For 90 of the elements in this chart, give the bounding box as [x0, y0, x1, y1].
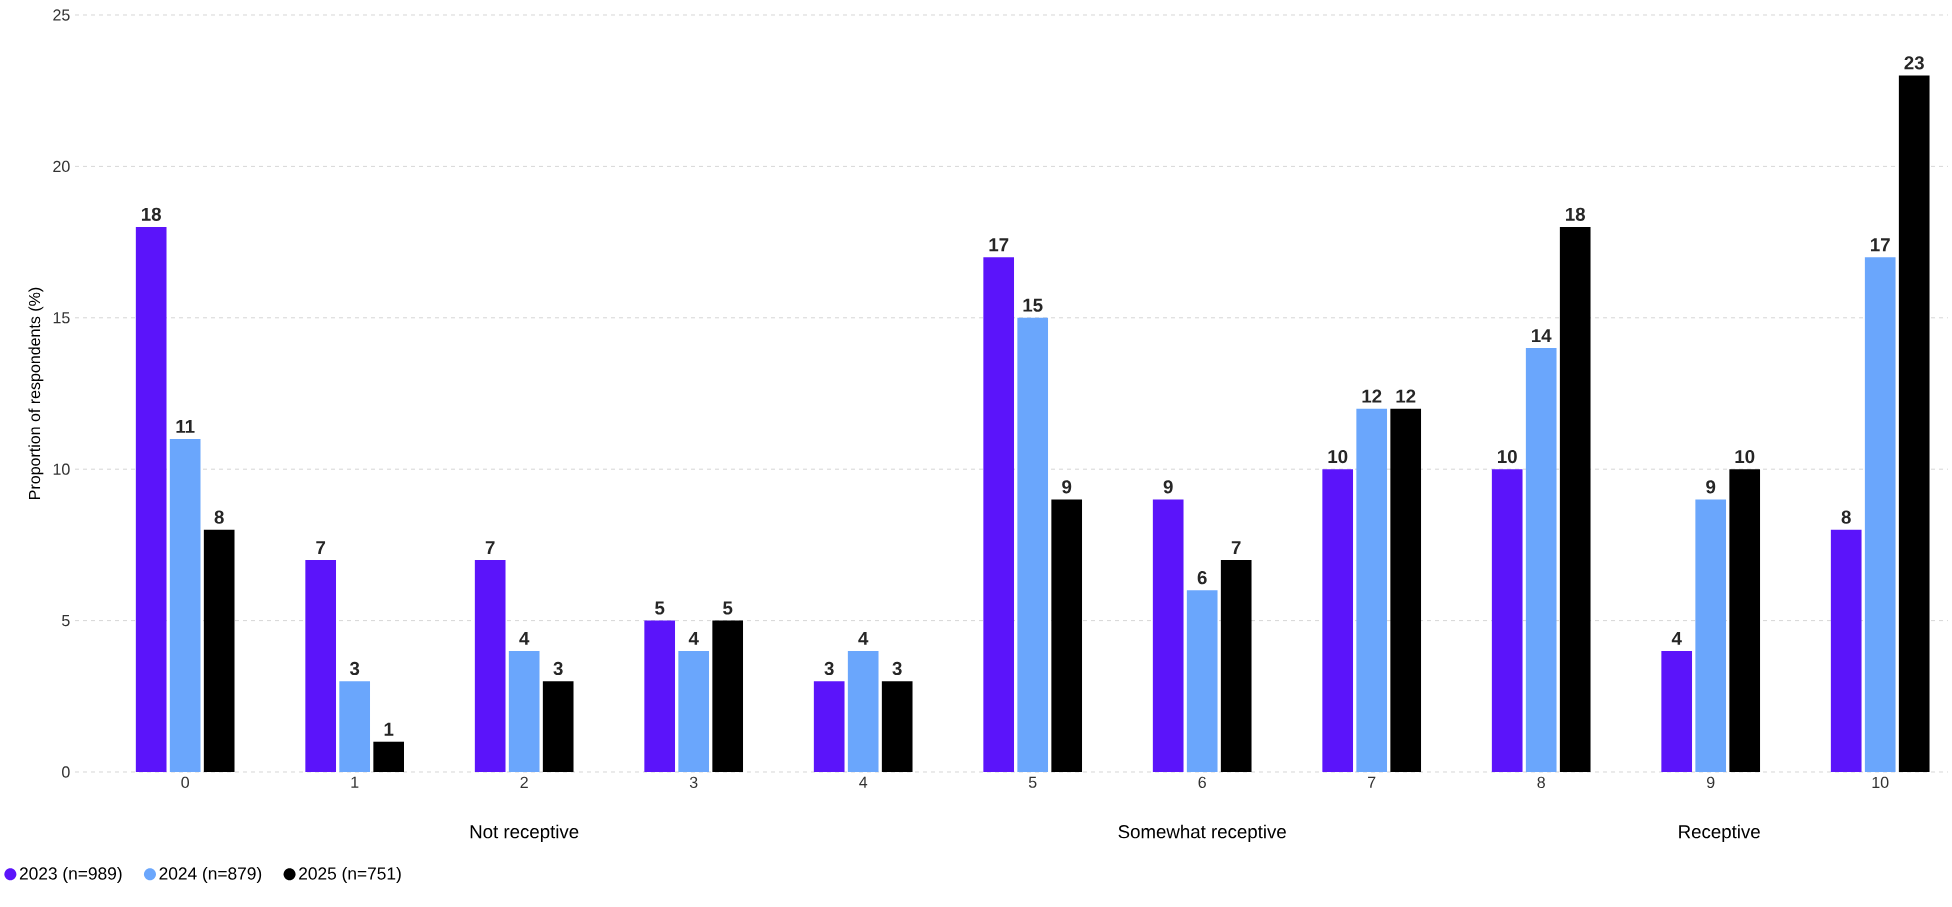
bar: [712, 620, 744, 772]
data-label: 3: [892, 661, 902, 676]
bar: [1695, 499, 1727, 772]
bar: [678, 650, 710, 772]
x-tick-label: 9: [1707, 776, 1715, 789]
bar: [847, 650, 879, 772]
data-label: 11: [176, 420, 195, 433]
bar: [474, 560, 506, 772]
y-tick-label: 10: [53, 463, 70, 475]
data-label: 5: [655, 601, 665, 615]
bar: [1898, 75, 1930, 772]
data-label: 1: [384, 722, 394, 736]
bar: [169, 438, 201, 772]
bar: [1017, 317, 1049, 772]
data-label: 17: [1870, 238, 1890, 252]
x-tick-label: 8: [1537, 776, 1545, 789]
x-tick-label: 1: [351, 776, 359, 788]
data-label: 7: [1231, 541, 1241, 554]
data-label: 6: [1197, 571, 1207, 585]
data-label: 3: [824, 661, 834, 676]
bar: [1152, 499, 1184, 772]
data-label: 10: [1735, 449, 1755, 464]
data-label: 8: [214, 510, 224, 524]
data-label: 9: [1706, 480, 1716, 494]
legend-label: 2024 (n=879): [159, 866, 262, 884]
x-tick-label: 7: [1368, 776, 1376, 788]
bar: [1729, 469, 1761, 772]
y-tick-label: 25: [53, 9, 70, 21]
text: Not receptive: [470, 824, 579, 843]
bar: [1525, 348, 1557, 772]
x-tick-label: 5: [1028, 776, 1037, 788]
data-label: 9: [1062, 480, 1072, 494]
x-tick-label: 4: [859, 776, 868, 788]
y-tick-label: 20: [53, 160, 70, 173]
data-label: 3: [553, 661, 563, 676]
x-tick-label: 10: [1872, 776, 1889, 789]
y-tick-label: 5: [62, 615, 70, 627]
bar: [1356, 408, 1388, 772]
x-tick-label: 2: [520, 776, 528, 788]
bar: [373, 741, 405, 772]
data-label: 10: [1497, 449, 1517, 464]
bar: [339, 681, 371, 772]
bar: [1559, 226, 1591, 772]
data-label: 7: [316, 541, 326, 554]
bar: [305, 560, 337, 772]
legend-label: 2025 (n=751): [299, 866, 401, 884]
y-axis-title: Proportion of respondents (%): [28, 287, 44, 499]
data-label: 8: [1841, 510, 1851, 524]
bar: [1661, 650, 1693, 772]
bar: [542, 681, 574, 772]
data-label: 14: [1531, 329, 1552, 343]
data-label: 18: [141, 207, 161, 221]
data-label: 10: [1328, 449, 1348, 464]
data-label: 12: [1362, 389, 1382, 403]
data-label: 4: [1671, 631, 1682, 645]
data-label: 7: [485, 541, 495, 554]
y-tick-label: 15: [53, 312, 70, 324]
bar: [1322, 469, 1354, 772]
bar: [1830, 529, 1862, 772]
data-label: 9: [1163, 480, 1173, 494]
x-tick-label: 3: [689, 776, 698, 789]
y-tick-label: 0: [62, 766, 70, 778]
bar: [135, 226, 167, 772]
data-label: 4: [858, 631, 869, 645]
data-label: 3: [349, 661, 360, 676]
legend-label: 2023 (n=989): [19, 866, 122, 884]
text: Receptive: [1679, 824, 1760, 843]
data-label: 15: [1023, 298, 1043, 312]
data-label: 12: [1396, 389, 1416, 403]
data-label: 4: [688, 631, 699, 645]
x-tick-label: 0: [181, 776, 190, 789]
data-label: 5: [723, 601, 733, 615]
bar: [1186, 590, 1218, 772]
bar: [1864, 257, 1896, 772]
bar: [1220, 560, 1252, 772]
bar: [1491, 469, 1523, 772]
bar: [508, 650, 540, 772]
bar: [644, 620, 676, 772]
bar: [203, 529, 235, 772]
text: Somewhat receptive: [1118, 824, 1286, 843]
bar: [1390, 408, 1422, 772]
bar: [881, 681, 913, 772]
x-tick-label: 6: [1198, 776, 1206, 789]
data-label: 4: [519, 631, 530, 645]
data-label: 23: [1904, 56, 1924, 70]
data-label: 17: [989, 238, 1009, 252]
data-label: 18: [1565, 207, 1585, 221]
bar: [1051, 499, 1083, 772]
bar: [813, 681, 845, 772]
bar: [983, 257, 1015, 772]
